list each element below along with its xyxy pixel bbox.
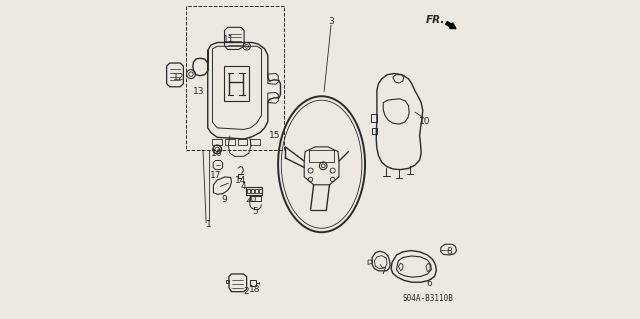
- Text: 4: 4: [241, 182, 246, 191]
- Text: 17: 17: [210, 171, 221, 181]
- Text: 1: 1: [206, 220, 212, 229]
- FancyArrow shape: [445, 22, 456, 29]
- Text: 3: 3: [328, 18, 334, 26]
- Text: 14: 14: [235, 175, 246, 185]
- Text: 12: 12: [173, 73, 184, 82]
- Text: 20: 20: [246, 195, 257, 204]
- Text: 6: 6: [426, 279, 432, 288]
- Text: 8: 8: [447, 247, 452, 256]
- Text: S04A-B3110B: S04A-B3110B: [402, 293, 453, 302]
- Text: 10: 10: [419, 117, 430, 126]
- Text: 5: 5: [252, 207, 258, 216]
- Text: 9: 9: [221, 195, 227, 204]
- Text: 16: 16: [211, 149, 222, 158]
- Text: 13: 13: [193, 87, 204, 96]
- Text: 18: 18: [250, 285, 261, 294]
- Text: FR.: FR.: [426, 15, 445, 26]
- Text: 11: 11: [223, 35, 234, 44]
- Text: 7: 7: [380, 267, 386, 276]
- Text: 2: 2: [244, 287, 250, 296]
- Text: 15: 15: [269, 131, 281, 140]
